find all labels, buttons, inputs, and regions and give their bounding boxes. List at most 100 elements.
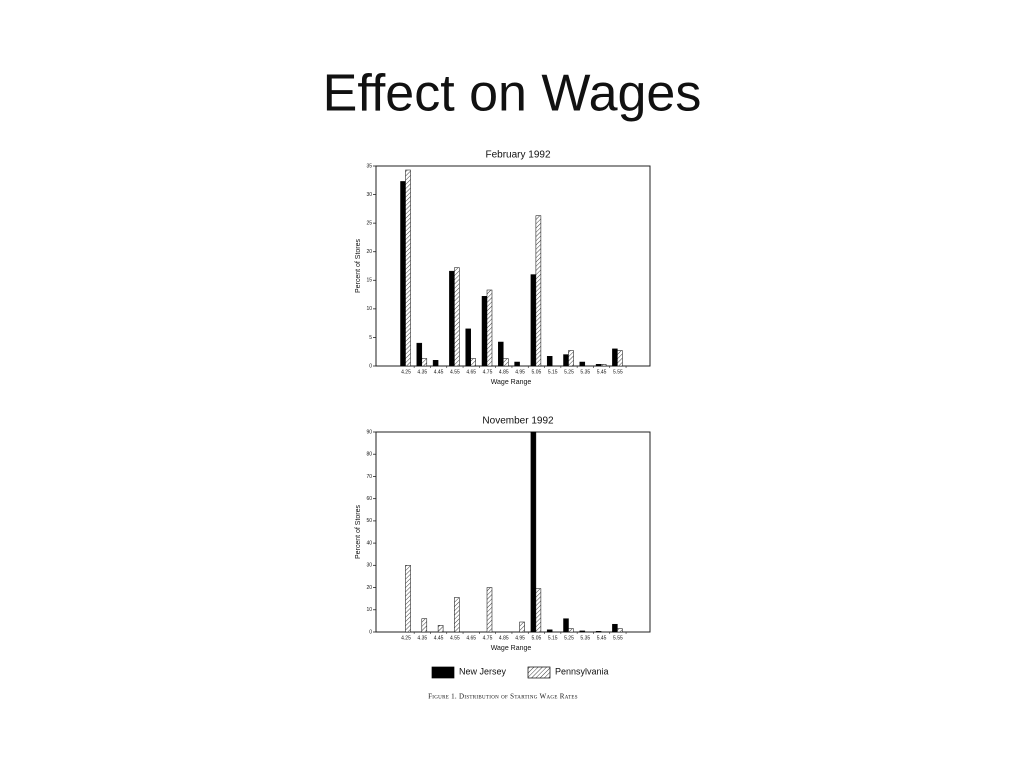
bar — [454, 267, 460, 367]
bar — [400, 181, 406, 367]
bar — [498, 341, 504, 367]
y-tick-label: 30 — [366, 192, 372, 198]
x-tick-label: 4.95 — [515, 369, 525, 375]
bar — [595, 631, 602, 633]
y-tick-label: 10 — [366, 607, 372, 613]
bar — [421, 618, 428, 633]
caption: Figure 1. Distribution of Starting Wage … — [428, 693, 578, 701]
x-tick-label: 4.95 — [515, 635, 525, 641]
x-tick-label: 4.85 — [499, 635, 509, 641]
bar — [546, 356, 553, 367]
y-tick-label: 25 — [366, 220, 372, 226]
bar — [595, 364, 602, 367]
x-tick-label: 4.25 — [401, 635, 411, 641]
legend-label: Pennsylvania — [555, 666, 609, 676]
x-tick-label: 4.35 — [417, 369, 427, 375]
bar — [514, 361, 520, 367]
x-axis-label: Wage Range — [491, 645, 532, 652]
chart-title: November 1992 — [482, 416, 554, 427]
y-tick-label: 15 — [366, 278, 372, 284]
x-tick-label: 5.35 — [580, 369, 590, 375]
x-tick-label: 4.55 — [450, 369, 460, 375]
bar — [465, 328, 471, 367]
y-tick-label: 90 — [366, 429, 372, 435]
bar — [416, 342, 423, 367]
y-tick-label: 5 — [369, 335, 372, 341]
y-tick-label: 50 — [366, 518, 372, 524]
bar — [405, 169, 411, 367]
bar — [470, 358, 476, 367]
bar — [486, 587, 493, 633]
bar — [481, 296, 488, 367]
x-tick-label: 5.55 — [613, 635, 623, 641]
x-tick-label: 4.85 — [499, 369, 509, 375]
y-tick-label: 10 — [366, 306, 372, 312]
x-tick-label: 4.45 — [434, 369, 444, 375]
bar — [535, 215, 542, 367]
x-tick-label: 5.55 — [613, 369, 623, 375]
bar — [421, 358, 428, 367]
bar — [546, 629, 553, 633]
x-tick-label: 5.25 — [564, 369, 574, 375]
x-tick-label: 5.15 — [548, 369, 558, 375]
x-axis-label: Wage Range — [491, 379, 532, 386]
x-tick-label: 4.45 — [434, 635, 444, 641]
bar — [486, 289, 493, 367]
legend-swatch — [431, 666, 455, 679]
plot-frame — [375, 165, 651, 367]
bar — [563, 354, 569, 367]
bar — [530, 431, 537, 633]
y-tick-label: 60 — [366, 496, 372, 502]
bar — [503, 358, 509, 367]
bar — [600, 364, 607, 367]
x-tick-label: 5.45 — [597, 635, 607, 641]
x-tick-label: 4.25 — [401, 369, 411, 375]
bar — [568, 628, 574, 633]
y-tick-label: 80 — [366, 452, 372, 458]
y-axis-label: Percent of Stores — [355, 504, 362, 559]
bar — [519, 621, 525, 633]
slide-title: Effect on Wages — [323, 65, 702, 123]
bar — [579, 361, 586, 367]
x-tick-label: 4.75 — [483, 635, 493, 641]
x-tick-label: 5.35 — [580, 635, 590, 641]
y-tick-label: 30 — [366, 563, 372, 569]
bar — [535, 588, 542, 633]
y-tick-label: 20 — [366, 585, 372, 591]
y-tick-label: 40 — [366, 540, 372, 546]
x-tick-label: 4.35 — [417, 635, 427, 641]
bar — [617, 628, 623, 633]
bar — [579, 630, 586, 633]
bar — [437, 625, 444, 633]
x-tick-label: 4.65 — [466, 369, 476, 375]
legend-swatch — [527, 666, 551, 679]
legend-label: New Jersey — [459, 666, 507, 676]
y-axis-label: Percent of Stores — [355, 238, 362, 293]
bar — [432, 360, 439, 367]
bar — [617, 350, 623, 367]
x-tick-label: 5.45 — [597, 369, 607, 375]
y-tick-label: 0 — [369, 629, 372, 635]
bar — [454, 597, 460, 633]
chart-title: February 1992 — [485, 150, 550, 161]
bar — [405, 565, 411, 633]
bar — [530, 274, 537, 367]
x-tick-label: 4.75 — [483, 369, 493, 375]
plot-frame — [375, 431, 651, 633]
bar — [568, 350, 574, 367]
bar — [612, 623, 618, 633]
x-tick-label: 5.15 — [548, 635, 558, 641]
y-tick-label: 35 — [366, 163, 372, 169]
x-tick-label: 5.05 — [532, 635, 542, 641]
y-tick-label: 20 — [366, 249, 372, 255]
x-tick-label: 4.65 — [466, 635, 476, 641]
y-tick-label: 0 — [369, 363, 372, 369]
x-tick-label: 5.25 — [564, 635, 574, 641]
bar — [449, 270, 455, 367]
bar — [612, 348, 618, 367]
x-tick-label: 5.05 — [532, 369, 542, 375]
x-tick-label: 4.55 — [450, 635, 460, 641]
bar — [563, 618, 569, 633]
y-tick-label: 70 — [366, 474, 372, 480]
